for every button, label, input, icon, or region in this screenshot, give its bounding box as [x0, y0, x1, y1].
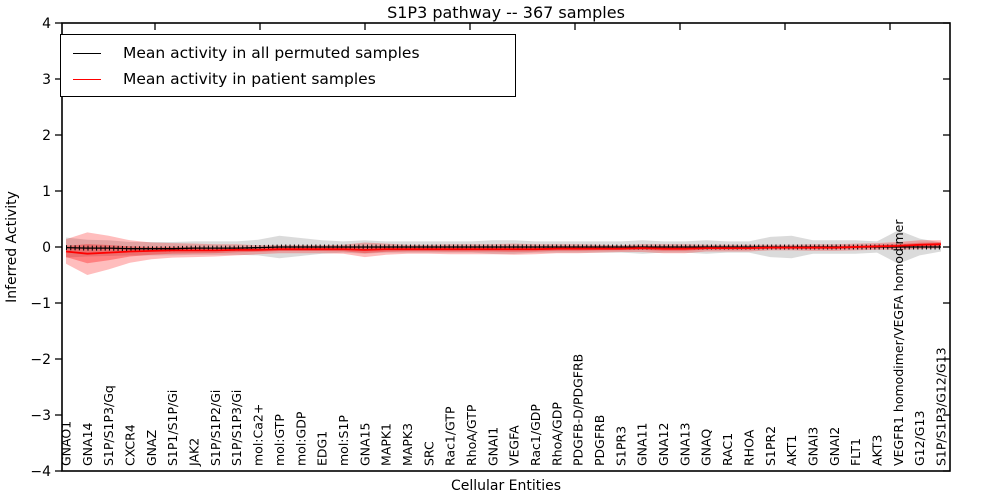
- x-category-label: PDGFRB: [592, 415, 607, 466]
- x-category-label: Rac1/GDP: [528, 404, 543, 466]
- x-category-label: S1P/S1P3/G12/G13: [934, 347, 949, 466]
- x-category-label: mol:Ca2+: [251, 404, 266, 466]
- x-category-label: GNA12: [656, 423, 671, 467]
- y-tick-label: −3: [30, 408, 51, 424]
- legend: Mean activity in all permuted samples Me…: [60, 34, 516, 97]
- x-category-label: RHOA: [741, 429, 756, 466]
- x-category-label: S1P/S1P3/Gq: [101, 385, 116, 466]
- x-category-label: JAK2: [187, 438, 202, 467]
- x-category-label: CXCR4: [123, 424, 138, 466]
- y-tick-label: 0: [42, 240, 51, 256]
- legend-item-patient: Mean activity in patient samples: [61, 66, 515, 92]
- legend-line-sample-patient: [73, 78, 101, 80]
- x-category-label: AKT3: [869, 435, 884, 466]
- x-axis-label: Cellular Entities: [450, 478, 562, 494]
- y-tick-label: 2: [42, 128, 51, 144]
- y-tick-label: 4: [42, 16, 51, 32]
- y-tick-label: −4: [30, 464, 51, 480]
- x-category-label: GNAI2: [827, 427, 842, 466]
- x-category-label: GNAI3: [805, 427, 820, 466]
- x-category-label: AKT1: [784, 435, 799, 466]
- y-tick-label: 3: [42, 72, 51, 88]
- legend-line-sample-permuted: [73, 52, 101, 54]
- x-category-label: EDG1: [315, 431, 330, 466]
- y-tick-label: −1: [30, 296, 51, 312]
- x-category-label: S1P/S1P2/Gi: [208, 390, 223, 466]
- legend-label-permuted: Mean activity in all permuted samples: [123, 44, 420, 62]
- x-category-label: FLT1: [848, 438, 863, 466]
- x-category-label: mol:GTP: [272, 414, 287, 466]
- x-category-label: GNA15: [357, 423, 372, 467]
- x-category-label: RAC1: [720, 433, 735, 466]
- x-category-label: MAPK3: [400, 423, 415, 466]
- x-category-label: GNAQ: [699, 429, 714, 466]
- x-category-label: GNA13: [677, 423, 692, 467]
- x-category-label: S1P/S1P3/Gi: [229, 390, 244, 466]
- x-category-label: S1PR2: [763, 426, 778, 466]
- x-category-label: mol:GDP: [293, 411, 308, 466]
- x-category-label: GNA14: [80, 422, 95, 466]
- y-tick-label: −2: [30, 352, 51, 368]
- y-axis-label: Inferred Activity: [4, 191, 20, 303]
- x-category-label: G12/G13: [912, 411, 927, 466]
- x-category-label: PDGFB-D/PDGFRB: [571, 354, 586, 466]
- x-category-label: GNAO1: [59, 421, 74, 466]
- x-category-label: RhoA/GTP: [464, 404, 479, 466]
- legend-item-permuted: Mean activity in all permuted samples: [61, 40, 515, 66]
- chart-title: S1P3 pathway -- 367 samples: [387, 3, 625, 22]
- x-category-label: RhoA/GDP: [549, 402, 564, 466]
- patient-band: [66, 232, 941, 275]
- x-category-label: GNAZ: [144, 430, 159, 466]
- patient-mean-line: [65, 243, 942, 255]
- x-category-label: VEGFR1 homodimer/VEGFA homodimer: [891, 219, 906, 466]
- y-tick-label: 1: [42, 184, 51, 200]
- x-category-label: Rac1/GTP: [443, 406, 458, 466]
- x-category-label: MAPK1: [379, 423, 394, 466]
- x-category-label: GNAI1: [485, 427, 500, 466]
- x-category-label: GNA11: [635, 423, 650, 467]
- x-category-label: VEGFA: [507, 425, 522, 466]
- x-category-label: S1P1/S1P/Gi: [165, 390, 180, 466]
- x-category-label: S1PR3: [613, 426, 628, 466]
- x-category-label: mol:S1P: [336, 415, 351, 466]
- x-category-label: SRC: [421, 441, 436, 466]
- legend-label-patient: Mean activity in patient samples: [123, 70, 376, 88]
